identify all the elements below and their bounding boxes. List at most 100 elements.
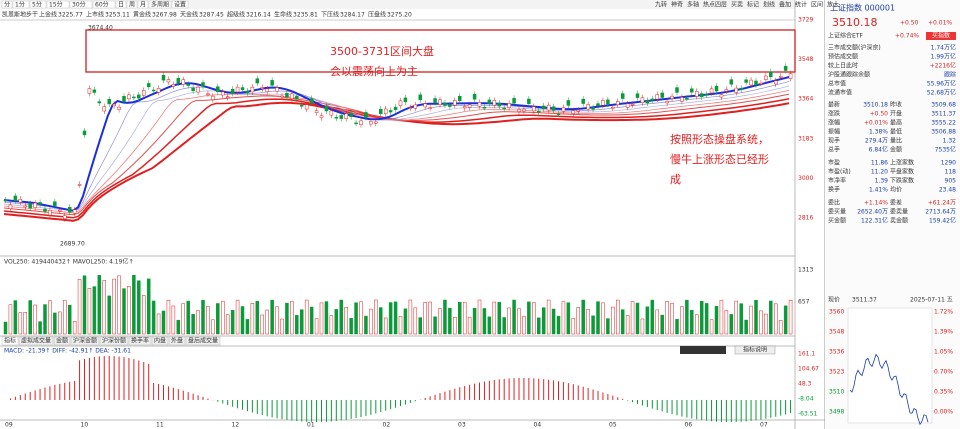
toolbar-button[interactable] <box>1 0 13 9</box>
info-value: 1.74万亿 <box>931 44 956 52</box>
tab[interactable] <box>99 336 129 346</box>
volume-bar <box>675 319 679 335</box>
volume-bar <box>304 299 309 335</box>
candle <box>507 103 511 108</box>
volume-bar <box>640 318 645 335</box>
volume-bar <box>428 301 432 335</box>
tab-label[interactable]: 外盘 <box>171 337 183 345</box>
volume-bar <box>201 299 205 335</box>
tab[interactable] <box>168 336 186 346</box>
toolbar-label[interactable]: 5分 <box>32 1 42 9</box>
toolbar-button[interactable] <box>126 0 138 9</box>
volume-bar <box>571 317 576 335</box>
tab[interactable] <box>18 336 54 346</box>
toolbar-label[interactable]: 分 <box>4 1 10 9</box>
candle <box>665 101 669 104</box>
candle <box>38 202 42 205</box>
candle <box>458 96 462 101</box>
toolbar-button[interactable] <box>46 0 70 9</box>
tool-label[interactable]: 统计 <box>795 1 807 9</box>
candle <box>186 83 190 86</box>
volume-bar <box>477 299 482 335</box>
candle <box>151 89 156 92</box>
volume-bar <box>754 299 758 335</box>
toolbar-label[interactable]: 30分 <box>72 1 86 9</box>
candle <box>18 198 23 203</box>
etf-button[interactable] <box>926 32 956 40</box>
candle <box>309 98 314 104</box>
volume-bar <box>635 302 640 335</box>
candle <box>211 95 215 100</box>
tab-label[interactable]: 内盘 <box>154 337 166 345</box>
tool-label[interactable]: 标记 <box>747 1 759 9</box>
tab[interactable] <box>1 336 19 346</box>
candle <box>324 105 329 112</box>
toolbar-button[interactable] <box>12 0 30 9</box>
annotation: 慢牛上涨形态已经形 <box>670 152 769 166</box>
toolbar-button[interactable] <box>29 0 47 9</box>
toolbar-label[interactable]: 60分 <box>95 1 109 9</box>
tab[interactable] <box>151 336 169 346</box>
volume-bar <box>383 317 388 335</box>
tool-label[interactable]: 叠加 <box>779 1 791 9</box>
candle <box>423 103 427 108</box>
tab-label[interactable]: 沪深金额 <box>73 337 97 345</box>
toolbar-button[interactable] <box>171 0 189 9</box>
tab[interactable] <box>70 336 100 346</box>
macd-button[interactable] <box>734 345 776 355</box>
toolbar-label[interactable]: 周 <box>129 2 135 9</box>
candle <box>462 106 467 109</box>
candle <box>63 215 67 220</box>
tab[interactable] <box>53 336 71 346</box>
candle <box>132 96 136 99</box>
candle <box>670 95 674 99</box>
volume-bar <box>759 310 763 335</box>
candle <box>556 113 561 115</box>
candle <box>403 97 408 103</box>
legend-value: 3275.20 <box>387 12 412 19</box>
etf-button-label[interactable]: 买指数 <box>932 32 950 40</box>
month-label: 06 <box>685 422 693 429</box>
toolbar-button[interactable] <box>115 0 127 9</box>
tab-label[interactable]: 指标 <box>4 337 16 345</box>
candle <box>685 97 689 100</box>
mini-axis-label: 0.00% <box>934 409 953 416</box>
volume-bar <box>240 306 245 335</box>
toolbar-button[interactable] <box>69 0 93 9</box>
tab-label[interactable]: 虚拟成交量 <box>21 337 51 345</box>
month-label: 04 <box>534 422 542 429</box>
tab[interactable] <box>185 336 221 346</box>
info-label: 总市值 <box>828 80 846 88</box>
candle <box>477 102 482 107</box>
tab[interactable] <box>128 336 152 346</box>
tool-label[interactable]: 放大 <box>827 1 839 9</box>
toolbar-button[interactable] <box>148 0 172 9</box>
tool-label[interactable]: 热点四层 <box>703 1 727 9</box>
tab-label[interactable]: 金额 <box>56 337 68 345</box>
tab-label[interactable]: 换手率 <box>131 337 149 345</box>
toolbar-label[interactable]: 日 <box>118 2 124 9</box>
tool-label[interactable]: 区间 <box>811 1 823 9</box>
month-label: 03 <box>458 422 466 429</box>
tool-label[interactable]: 划线 <box>763 1 775 9</box>
tab-label[interactable]: 盘后成交量 <box>188 337 218 345</box>
toolbar-label[interactable]: 1分 <box>15 1 25 9</box>
toolbar-button[interactable] <box>92 0 116 9</box>
tab-label[interactable]: 沪深份额 <box>102 337 126 345</box>
candle <box>329 110 334 116</box>
toolbar-label[interactable]: 15分 <box>49 1 63 9</box>
tool-label[interactable]: 神奇 <box>671 1 683 9</box>
toolbar-label[interactable]: 月 <box>140 2 146 9</box>
candle <box>230 88 235 94</box>
volume-bar <box>616 299 620 335</box>
toolbar-button[interactable] <box>137 0 149 9</box>
row-value: 6.84亿 <box>869 146 888 154</box>
macd-button-label[interactable]: 指标说明 <box>743 346 767 354</box>
candle <box>67 206 72 213</box>
toolbar-label[interactable]: 设置 <box>174 1 186 9</box>
tool-label[interactable]: 九转 <box>655 1 667 9</box>
toolbar-label[interactable]: 多周期 <box>151 1 169 9</box>
tool-label[interactable]: 买卖 <box>731 1 743 9</box>
tool-label[interactable]: 多轴 <box>687 1 699 9</box>
row-value: 1290 <box>941 160 956 167</box>
